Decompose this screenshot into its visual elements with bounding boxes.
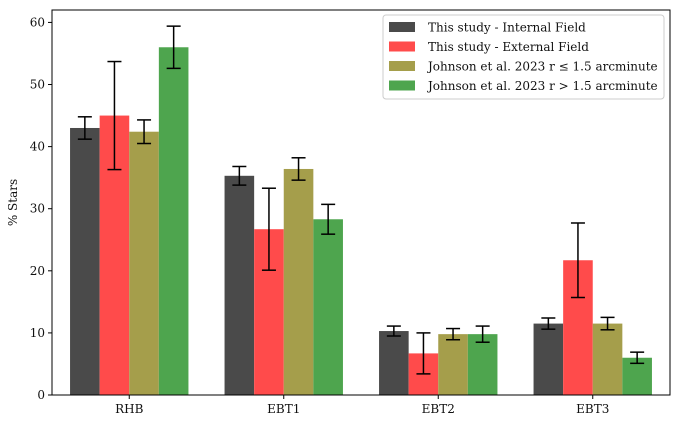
y-axis-label: % Stars	[6, 179, 20, 226]
x-tick-label: EBT1	[267, 402, 300, 416]
y-tick-label: 10	[30, 326, 45, 340]
error-bar	[475, 325, 490, 343]
y-tick-label: 20	[30, 264, 45, 278]
x-tick-label: EBT3	[576, 402, 609, 416]
y-tick-label: 50	[30, 78, 45, 92]
error-bar	[166, 25, 181, 70]
bar-rhb-series-4	[158, 47, 189, 396]
error-bar	[291, 157, 306, 181]
bar-ebt2-series-1	[379, 331, 409, 395]
error-bar	[570, 222, 585, 299]
y-tick-label: 40	[30, 140, 45, 154]
bar-ebt1-series-1	[224, 175, 255, 395]
x-tick-label: RHB	[115, 402, 144, 416]
x-tick-label: EBT2	[422, 402, 455, 416]
error-bar	[386, 325, 401, 337]
legend-label: This study - External Field	[428, 40, 589, 54]
error-bar	[261, 187, 276, 271]
y-tick-label: 30	[30, 202, 45, 216]
legend-swatch	[389, 80, 415, 91]
y-tick-label: 60	[30, 15, 45, 29]
error-bar	[446, 327, 461, 341]
error-bar	[232, 165, 247, 186]
error-bar	[77, 116, 92, 140]
legend-label: Johnson et al. 2023 r > 1.5 arcminute	[426, 79, 658, 93]
x-axis: RHB EBT1 EBT2 EBT3	[115, 395, 609, 416]
error-bar	[137, 119, 152, 145]
legend-swatch	[389, 61, 415, 71]
bar-ebt2-series-3	[438, 334, 468, 395]
error-bar	[630, 351, 645, 365]
legend-label: Johnson et al. 2023 r ≤ 1.5 arcminute	[426, 60, 658, 74]
error-bar	[600, 316, 615, 331]
legend-swatch	[389, 22, 415, 32]
bar-ebt1-series-3	[283, 168, 314, 395]
bar-rhb-series-1	[70, 127, 100, 395]
axes-frame	[51, 9, 671, 396]
bar-ebt3-series-3	[592, 323, 623, 395]
error-bar	[541, 317, 556, 330]
error-bars	[77, 25, 645, 375]
bar-ebt1-series-4	[313, 219, 343, 395]
y-tick-label: 0	[37, 388, 45, 402]
bar-ebt3-series-1	[533, 323, 564, 395]
bars	[70, 47, 652, 396]
legend-swatch	[389, 41, 415, 52]
error-bar	[321, 203, 336, 235]
legend: This study - Internal Field This study - …	[382, 14, 665, 100]
legend-box	[382, 14, 665, 100]
legend-label: This study - Internal Field	[428, 21, 586, 35]
error-bar	[107, 60, 122, 171]
bar-rhb-series-3	[129, 131, 159, 396]
y-axis: 0 10 20 30 40 50 60	[30, 15, 52, 402]
error-bar	[416, 332, 431, 375]
bar-ebt2-series-4	[467, 334, 498, 395]
